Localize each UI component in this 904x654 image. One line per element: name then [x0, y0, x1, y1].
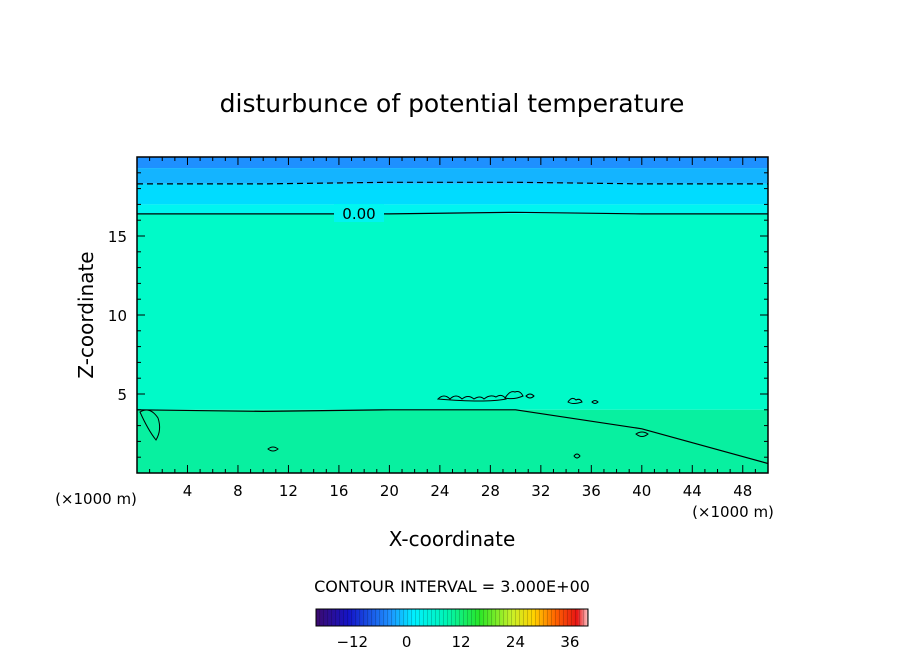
colorbar-tick-label: 12 [452, 633, 471, 651]
x-tick-label: 40 [632, 482, 651, 500]
x-tick-label: 28 [481, 482, 500, 500]
x-tick-label: 36 [582, 482, 601, 500]
contour-lines [137, 181, 768, 465]
y-tick-label: 10 [108, 307, 127, 325]
field-bands [137, 157, 768, 473]
x-tick-label: 24 [430, 482, 449, 500]
x-tick-label: 4 [183, 482, 193, 500]
x-tick-label: 44 [683, 482, 702, 500]
small-contour-cells [139, 391, 649, 459]
x-unit-left: (×1000 m) [55, 490, 137, 508]
field-band-3 [137, 204, 768, 214]
x-tick-label: 16 [329, 482, 348, 500]
contour-interval-text: CONTOUR INTERVAL = 3.000E+00 [314, 577, 590, 596]
x-axis-label: X-coordinate [389, 527, 516, 551]
contour-line-2 [137, 409, 768, 465]
contour-label-bg [334, 204, 384, 222]
contour-label: 0.00 [342, 205, 375, 223]
field-band-4 [137, 213, 768, 410]
x-tick-label: 32 [531, 482, 550, 500]
x-tick-label: 12 [279, 482, 298, 500]
x-tick-label: 8 [233, 482, 243, 500]
x-tick-label: 20 [380, 482, 399, 500]
contour-line-0 [137, 211, 768, 215]
colorbar-tick-label: 24 [506, 633, 525, 651]
field-band-1 [137, 168, 768, 184]
x-tick-label: 48 [733, 482, 752, 500]
field-band-0 [137, 157, 768, 169]
x-unit-right: (×1000 m) [692, 503, 774, 521]
plot-area [137, 157, 768, 473]
colorbar-tick-label: −12 [336, 633, 368, 651]
colorbar-tick-label: 36 [560, 633, 579, 651]
colorbar-ticks: −12 0 12 24 36 [336, 633, 579, 651]
y-tick-label: 15 [108, 228, 127, 246]
field-band-2 [137, 183, 768, 205]
colorbar: −12 0 12 24 36 [315, 608, 589, 651]
field-band-5 [137, 409, 768, 473]
contour-line-1 [137, 181, 768, 185]
y-tick-label: 5 [117, 386, 127, 404]
chart-title: disturbunce of potential temperature [220, 89, 685, 118]
colorbar-tick-label: 0 [402, 633, 412, 651]
y-axis-label: Z-coordinate [74, 251, 98, 378]
